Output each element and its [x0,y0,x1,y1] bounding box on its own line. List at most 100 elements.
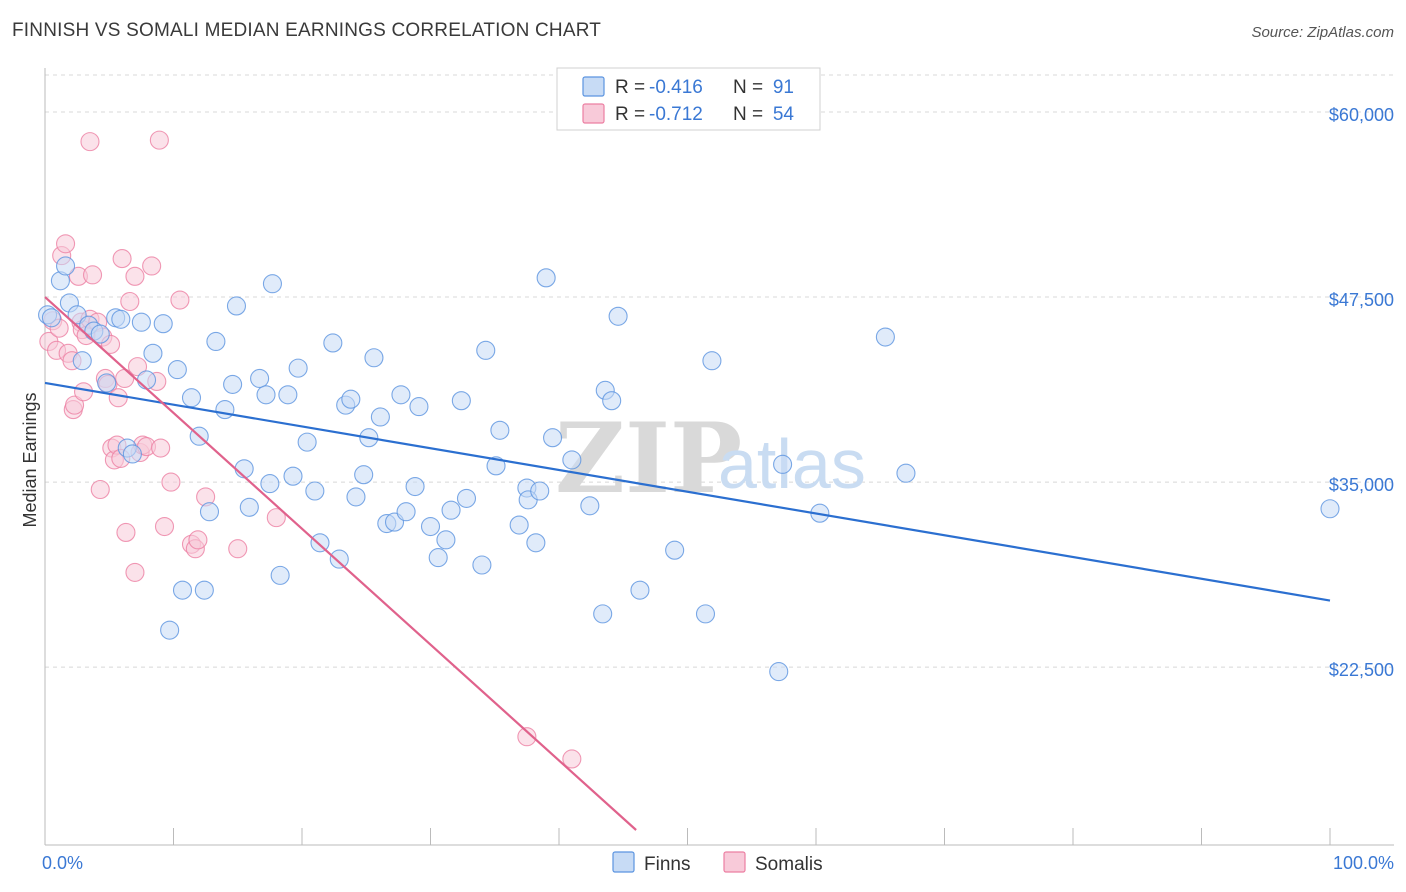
finns-point-15 [131,312,151,332]
somalis-point-13 [74,382,94,402]
x-tick-label-max: 100.0% [1333,853,1394,873]
somalis-point-16 [82,265,103,285]
somalis-point-43 [170,290,190,310]
finns-point-85 [769,662,789,682]
finns-point-65 [476,340,496,360]
somalis-point-18 [90,479,110,500]
finns-point-51 [370,407,390,427]
finns-point-86 [773,454,793,474]
finns-point-62 [451,391,471,411]
finns-point-33 [256,385,276,405]
finns-point-61 [441,500,461,520]
finns-point-14 [122,444,142,464]
somalis-point-28 [112,249,132,269]
somalis-point-42 [161,472,181,492]
finns-point-76 [580,496,600,516]
somalis-trend-line [44,296,637,831]
series-legend: Finns Somalis [612,851,823,875]
finns-point-54 [391,385,411,405]
finns-point-30 [234,459,254,479]
y-tick-label-0: $22,500 [1329,660,1394,680]
finns-point-28 [223,374,243,394]
chart-source: Source: ZipAtlas.com [1251,24,1394,41]
finns-point-41 [305,481,325,501]
finns-point-47 [346,487,366,507]
finns-point-80 [608,306,628,326]
finns-point-37 [278,385,298,405]
finns-point-44 [329,549,349,569]
finns-point-79 [602,391,622,411]
finns-point-64 [472,555,492,575]
finns-point-59 [428,548,448,568]
somalis-point-26 [108,388,128,408]
finns-point-1 [41,308,61,328]
somalis-point-52 [80,132,100,152]
somalis-point-40 [151,438,171,458]
finns-point-10 [97,373,117,393]
finns-point-55 [396,502,416,522]
finns-point-90 [1320,499,1340,519]
somalis-point-46 [188,530,208,550]
bottom-legend-label-finns: Finns [644,854,690,875]
x-tick-label-min: 0.0% [42,853,83,873]
trend-lines [44,296,1331,831]
gridlines [45,74,1394,668]
finns-point-57 [409,397,429,417]
legend-swatch-finns [582,76,605,97]
finns-point-56 [405,476,425,497]
y-tick-label-2: $47,500 [1329,290,1394,310]
finns-point-89 [896,463,916,483]
finns-point-25 [199,502,220,522]
finns-point-81 [630,580,650,600]
finns-trend-line [44,381,1331,602]
finns-point-27 [215,400,235,420]
finns-point-21 [172,580,193,600]
finns-point-50 [364,348,384,368]
finns-point-66 [486,456,506,476]
y-tick-label-1: $35,000 [1329,475,1394,495]
finns-point-38 [283,466,303,486]
finns-point-6 [72,351,92,371]
somalis-point-38 [142,256,162,276]
legend-swatch-somalis [582,103,605,124]
finns-point-46 [341,389,361,409]
finns-point-35 [262,274,282,294]
watermark: ZIP atlas [555,402,866,515]
somalis-point-33 [125,266,145,286]
finns-point-60 [436,530,456,550]
y-tick-label-3: $60,000 [1329,105,1394,125]
finns-point-68 [509,515,529,535]
somalis-point-41 [154,516,175,537]
finns-point-88 [875,327,895,347]
finns-point-58 [420,516,441,537]
finns-point-42 [310,533,330,553]
somalis-point-53 [149,130,169,150]
finns-point-19 [160,620,180,640]
somalis-point-49 [266,508,286,528]
legend-r-label-somalis: R = [615,104,650,125]
somalis-point-34 [127,357,148,377]
somalis-point-50 [517,727,537,747]
finns-point-39 [288,358,308,378]
finns-point-34 [260,474,280,494]
finns-point-74 [543,428,563,448]
finns-point-83 [695,604,716,624]
finns-point-71 [526,533,546,553]
finns-point-67 [490,420,510,440]
legend-n-label-somalis: N = [733,104,768,125]
somalis-point-5 [56,234,76,254]
finns-point-75 [562,450,582,470]
legend-r-value-finns: -0.416 [649,77,703,98]
finns-point-32 [250,368,270,389]
finns-point-29 [226,296,247,316]
somalis-point-32 [125,562,145,582]
finns-point-31 [239,497,259,517]
legend-r-value-somalis: -0.712 [649,104,703,125]
finns-point-26 [206,331,226,352]
finns-point-9 [90,324,110,344]
finns-point-12 [111,309,131,329]
finns-point-36 [270,565,290,585]
finns-point-77 [593,604,613,624]
finns-point-16 [136,370,157,390]
